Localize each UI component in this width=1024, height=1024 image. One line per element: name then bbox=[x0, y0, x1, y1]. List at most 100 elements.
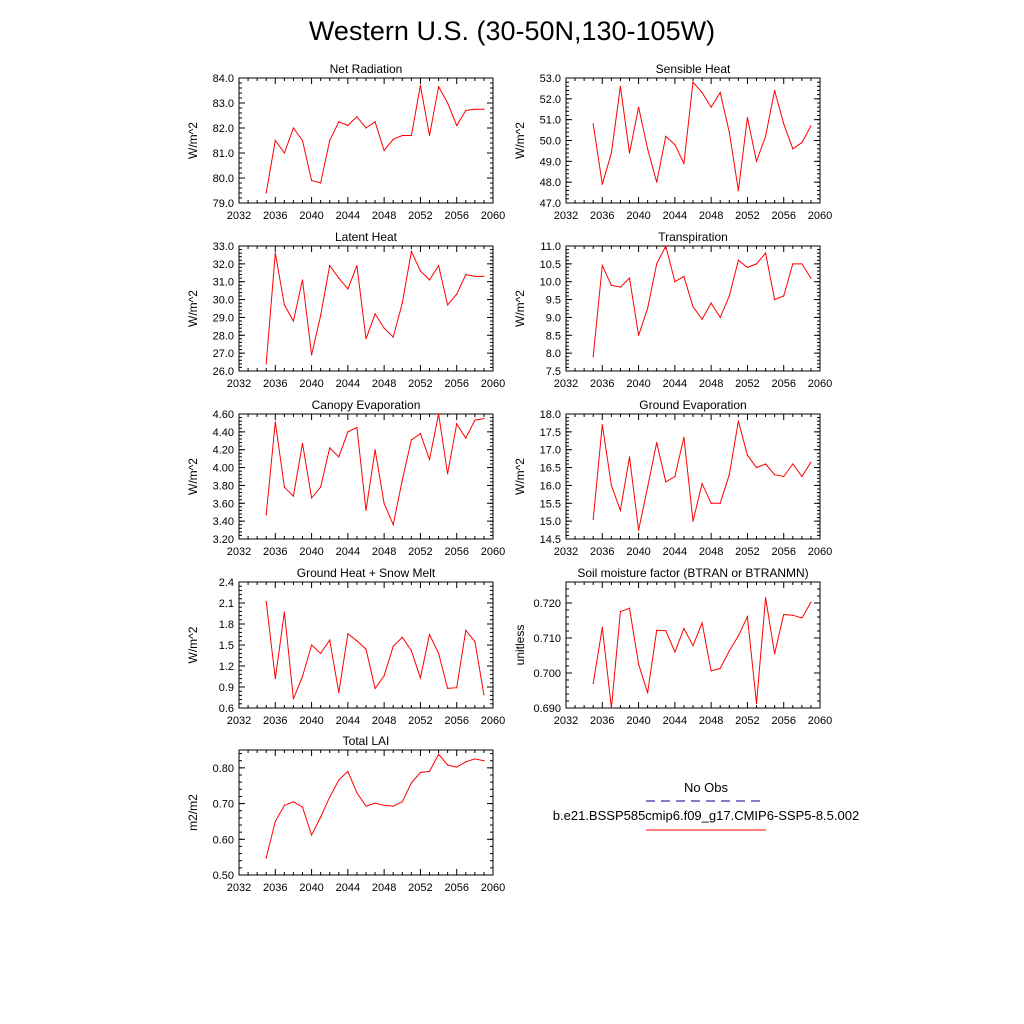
y-axis-label: W/m^2 bbox=[513, 122, 527, 159]
y-tick-label: 3.60 bbox=[213, 498, 234, 510]
x-tick-label: 2032 bbox=[227, 378, 251, 390]
panel-title: Ground Heat + Snow Melt bbox=[297, 566, 436, 580]
y-tick-label: 47.0 bbox=[540, 198, 561, 210]
data-point bbox=[410, 250, 412, 252]
y-tick-label: 8.0 bbox=[546, 348, 561, 360]
data-point bbox=[374, 121, 376, 123]
data-point bbox=[637, 663, 640, 665]
data-point bbox=[746, 116, 749, 119]
data-point bbox=[783, 475, 785, 478]
data-point bbox=[637, 106, 640, 108]
x-tick-label: 2040 bbox=[299, 715, 323, 727]
data-point bbox=[437, 413, 440, 415]
x-tick-label: 2060 bbox=[808, 546, 832, 558]
panel-title: Ground Evaporation bbox=[639, 398, 746, 412]
data-point bbox=[274, 820, 276, 823]
data-point bbox=[701, 91, 703, 94]
x-tick-label: 2036 bbox=[590, 378, 614, 390]
data-point bbox=[710, 302, 712, 304]
chart-panel-3: Latent Heat W/m^2 2032 2036 2040 2044 2048 2052… bbox=[186, 230, 505, 390]
panel-title: Sensible Heat bbox=[656, 62, 731, 76]
x-tick-label: 2044 bbox=[663, 546, 687, 558]
x-tick-label: 2060 bbox=[481, 546, 505, 558]
data-point bbox=[628, 456, 631, 458]
x-tick-label: 2032 bbox=[554, 378, 578, 390]
x-tick-label: 2056 bbox=[444, 546, 468, 558]
data-point bbox=[356, 426, 358, 428]
data-point bbox=[710, 106, 712, 108]
x-tick-label: 2060 bbox=[481, 210, 505, 222]
data-point bbox=[292, 320, 295, 322]
data-point bbox=[465, 761, 467, 763]
x-tick-label: 2056 bbox=[771, 546, 795, 558]
y-tick-label: 2.1 bbox=[219, 598, 234, 610]
series-line bbox=[265, 249, 484, 364]
data-point bbox=[447, 764, 449, 766]
data-point bbox=[656, 263, 658, 265]
plot-frame bbox=[565, 77, 821, 204]
data-point bbox=[592, 123, 594, 125]
y-tick-label: 28.0 bbox=[213, 330, 234, 342]
data-point bbox=[737, 635, 739, 637]
legend: No Obs b.e21.BSSP585cmip6.f09_g17.CMIP6-… bbox=[553, 780, 859, 831]
x-tick-label: 2048 bbox=[372, 715, 396, 727]
data-point bbox=[665, 245, 667, 247]
series-line bbox=[592, 420, 812, 531]
data-point bbox=[474, 275, 476, 277]
data-point bbox=[801, 475, 803, 478]
data-point bbox=[356, 116, 358, 118]
data-point bbox=[683, 627, 685, 630]
plot-frame bbox=[238, 581, 494, 709]
data-point bbox=[592, 682, 594, 685]
x-tick-label: 2044 bbox=[336, 546, 360, 558]
x-tick-label: 2056 bbox=[444, 378, 468, 390]
x-tick-label: 2048 bbox=[372, 378, 396, 390]
y-tick-label: 3.80 bbox=[213, 480, 234, 492]
x-tick-label: 2056 bbox=[444, 882, 468, 894]
data-point bbox=[483, 108, 485, 110]
y-tick-label: 31.0 bbox=[213, 277, 234, 289]
data-point bbox=[283, 486, 285, 488]
chart-panel-8: Soil moisture factor (BTRAN or BTRANMN) u… bbox=[513, 566, 832, 727]
y-tick-label: 9.5 bbox=[546, 295, 561, 307]
data-point bbox=[647, 692, 649, 694]
data-point bbox=[728, 131, 730, 133]
data-point bbox=[301, 675, 304, 678]
series-line bbox=[265, 601, 485, 700]
data-point bbox=[774, 474, 776, 476]
y-tick-label: 16.5 bbox=[540, 463, 561, 475]
data-point bbox=[329, 139, 331, 142]
series-line bbox=[592, 81, 812, 191]
data-point bbox=[764, 597, 767, 599]
data-point bbox=[719, 316, 721, 319]
data-point bbox=[401, 801, 403, 803]
data-point bbox=[619, 611, 622, 613]
data-point bbox=[692, 520, 694, 522]
y-tick-label: 2.4 bbox=[219, 577, 234, 589]
data-point bbox=[283, 304, 285, 306]
y-tick-label: 82.0 bbox=[213, 123, 234, 135]
data-point bbox=[428, 458, 431, 461]
y-tick-label: 4.00 bbox=[213, 463, 234, 475]
x-tick-label: 2060 bbox=[808, 210, 832, 222]
data-point bbox=[320, 816, 322, 818]
data-point bbox=[283, 804, 285, 806]
data-point bbox=[701, 318, 703, 320]
data-point bbox=[329, 447, 331, 449]
data-point bbox=[292, 495, 295, 497]
x-tick-label: 2040 bbox=[626, 546, 650, 558]
data-point bbox=[383, 804, 385, 806]
panel-title: Transpiration bbox=[658, 230, 728, 244]
y-tick-label: 0.50 bbox=[213, 870, 234, 882]
data-point bbox=[728, 474, 730, 476]
data-point bbox=[447, 687, 449, 690]
data-point bbox=[783, 123, 785, 125]
data-point bbox=[456, 766, 458, 768]
x-tick-label: 2036 bbox=[590, 546, 614, 558]
data-point bbox=[456, 687, 458, 689]
y-tick-label: 32.0 bbox=[213, 259, 234, 271]
data-point bbox=[610, 707, 612, 709]
data-point bbox=[320, 315, 322, 317]
y-tick-label: 10.5 bbox=[540, 259, 561, 271]
x-tick-label: 2044 bbox=[336, 882, 360, 894]
